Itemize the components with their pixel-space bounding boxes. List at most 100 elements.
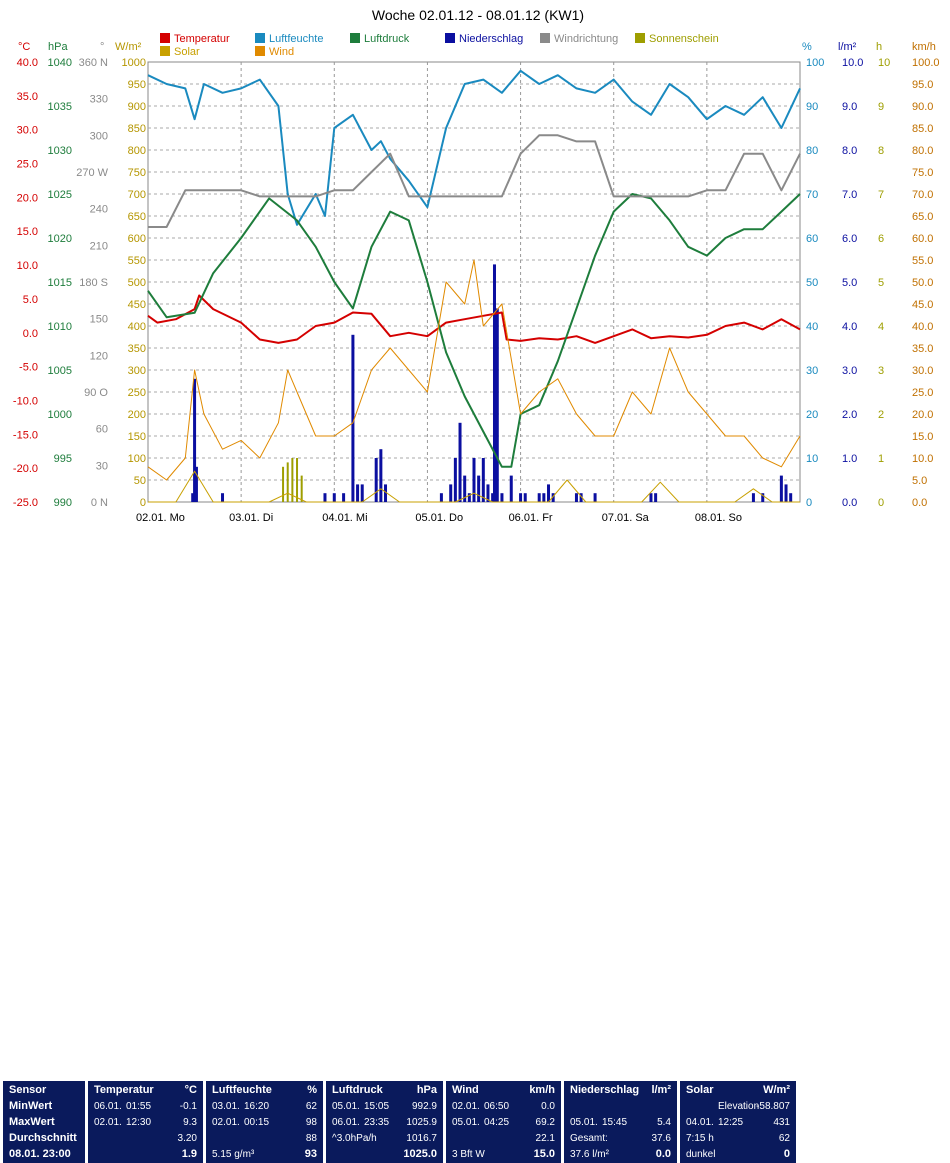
x-label: 03.01. Di	[229, 512, 273, 524]
weather-chart: Woche 02.01.12 - 08.01.12 (KW1) Temperat…	[13, 7, 940, 524]
footer-value: 0	[783, 1148, 790, 1160]
tick-pct: 40	[806, 321, 818, 333]
footer-value: 1.9	[181, 1148, 197, 1160]
tick-deg: 180 S	[79, 277, 108, 289]
tick-kmh: 75.0	[912, 167, 933, 179]
tick-h: 6	[878, 233, 884, 245]
line-series	[147, 69, 801, 503]
bar-niederschlag	[439, 493, 443, 502]
cell-value: 431	[773, 1117, 790, 1128]
bar-niederschlag	[551, 493, 555, 502]
tick-hpa: 1035	[48, 101, 72, 113]
cell-value: 88	[305, 1133, 317, 1144]
tick-temp: -15.0	[13, 429, 38, 441]
row-label-min: MinWert	[9, 1100, 53, 1112]
bar-niederschlag	[194, 466, 198, 502]
bar-niederschlag	[761, 493, 765, 502]
tick-wm2: 550	[128, 255, 146, 267]
tick-pct: 100	[806, 57, 824, 69]
cell-date: ^3.0hPa/h	[332, 1133, 377, 1144]
cell-value: -0.1	[179, 1101, 197, 1112]
bar-niederschlag	[593, 493, 597, 502]
legend-label: Luftfeuchte	[269, 33, 323, 45]
tick-pct: 60	[806, 233, 818, 245]
bar-niederschlag	[547, 484, 551, 502]
tick-h: 2	[878, 409, 884, 421]
tick-wm2: 650	[128, 211, 146, 223]
tick-lm2: 7.0	[842, 189, 857, 201]
chart-grid	[147, 61, 801, 503]
tick-temp: -10.0	[13, 395, 38, 407]
bar-niederschlag	[449, 484, 453, 502]
axis-units: °C hPa ° W/m²% l/m² h km/h	[18, 41, 936, 53]
tick-lm2: 9.0	[842, 101, 857, 113]
tick-hpa: 990	[54, 497, 72, 509]
tick-wm2: 0	[140, 497, 146, 509]
tick-wm2: 300	[128, 365, 146, 377]
tick-kmh: 35.0	[912, 343, 933, 355]
tick-deg: 0 N	[91, 497, 108, 509]
axis-unit-lm2: l/m²	[838, 41, 857, 53]
panel-solar: Solar W/m² Elevation -58.807 04.01. 12:25 431 7…	[680, 1081, 796, 1163]
panel-unit: km/h	[529, 1084, 555, 1096]
bar-niederschlag	[323, 493, 327, 502]
panel-wind: Wind km/h 02.01. 06:50 0.0 05.01. 04:25 69.2 22.…	[446, 1081, 561, 1163]
bar-niederschlag	[574, 493, 578, 502]
bar-niederschlag	[477, 475, 481, 502]
legend-swatch	[540, 33, 550, 43]
cell-date: 02.01.	[452, 1101, 480, 1112]
cell-time: 16:20	[244, 1101, 270, 1112]
tick-h: 10	[878, 57, 890, 69]
tick-hpa: 1030	[48, 145, 72, 157]
panel-header: Wind	[452, 1084, 479, 1096]
tick-hpa: 1025	[48, 189, 72, 201]
bar-niederschlag	[481, 458, 485, 502]
bar-niederschlag	[351, 334, 355, 502]
tick-deg: 240	[90, 204, 108, 216]
tick-temp: 0.0	[23, 328, 38, 340]
cell-time: Elevation	[718, 1101, 760, 1112]
legend-swatch	[160, 33, 170, 43]
bar-niederschlag	[492, 264, 496, 502]
tick-lm2: 3.0	[842, 365, 857, 377]
cell-value: 1016.7	[406, 1133, 437, 1144]
tick-kmh: 85.0	[912, 123, 933, 135]
tick-pct: 70	[806, 189, 818, 201]
tick-wm2: 600	[128, 233, 146, 245]
tick-temp: 35.0	[17, 91, 38, 103]
tick-pct: 20	[806, 409, 818, 421]
tick-wm2: 900	[128, 101, 146, 113]
bar-niederschlag	[374, 458, 378, 502]
tick-wm2: 850	[128, 123, 146, 135]
legend-swatch	[445, 33, 455, 43]
panel-unit: W/m²	[763, 1084, 790, 1096]
axis-unit-h: h	[876, 41, 882, 53]
tick-wm2: 350	[128, 343, 146, 355]
tick-lm2: 1.0	[842, 453, 857, 465]
tick-wm2: 100	[128, 453, 146, 465]
bar-niederschlag	[789, 493, 793, 502]
legend-label: Niederschlag	[459, 33, 523, 45]
bar-niederschlag	[491, 493, 495, 502]
tick-temp: 5.0	[23, 294, 38, 306]
tick-temp: 10.0	[17, 260, 38, 272]
tick-hpa: 1005	[48, 365, 72, 377]
tick-wm2: 400	[128, 321, 146, 333]
legend-swatch	[255, 46, 265, 56]
tick-kmh: 55.0	[912, 255, 933, 267]
line-luftfeuchte	[147, 69, 801, 226]
tick-h: 1	[878, 453, 884, 465]
tick-h: 8	[878, 145, 884, 157]
cell-value: 0.0	[541, 1101, 555, 1112]
bar-niederschlag	[509, 475, 513, 502]
tick-wm2: 700	[128, 189, 146, 201]
tick-kmh: 80.0	[912, 145, 933, 157]
line-windrichtung	[148, 134, 801, 228]
sensor-panel: Sensor MinWert MaxWert Durchschnitt 08.0…	[3, 1081, 85, 1163]
cell-value: 98	[305, 1117, 317, 1128]
axis-unit-wm2: W/m²	[115, 41, 142, 53]
tick-h: 7	[878, 189, 884, 201]
bar-niederschlag	[649, 493, 653, 502]
tick-lm2: 0.0	[842, 497, 857, 509]
tick-lm2: 8.0	[842, 145, 857, 157]
